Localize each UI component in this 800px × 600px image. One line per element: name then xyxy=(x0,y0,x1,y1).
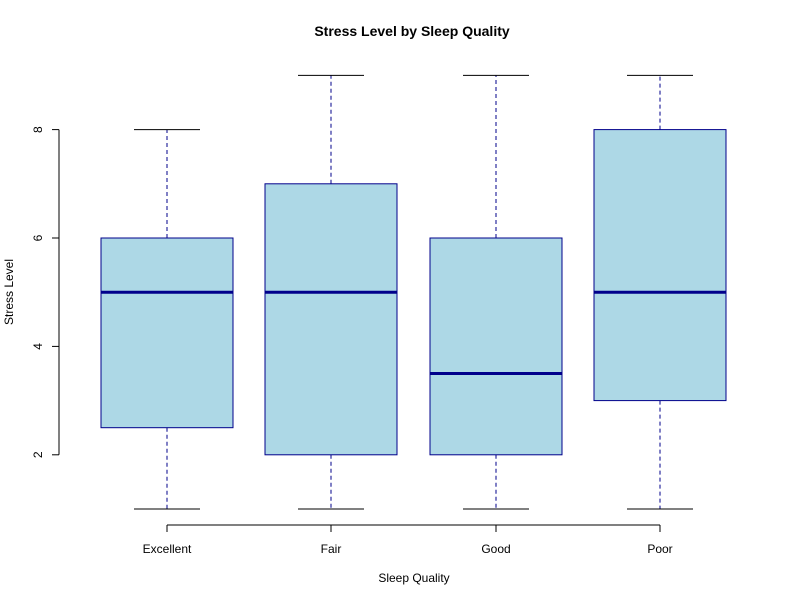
box-iqr xyxy=(100,237,234,429)
box-iqr xyxy=(264,183,398,456)
x-axis: Excellent Fair Good Poor xyxy=(143,524,673,556)
x-tick-label: Excellent xyxy=(143,542,192,556)
boxes-group xyxy=(100,74,727,510)
x-tick-label: Good xyxy=(481,542,510,556)
x-tick-label: Fair xyxy=(321,542,342,556)
box-iqr xyxy=(593,129,727,402)
x-axis-label: Sleep Quality xyxy=(378,571,449,585)
y-axis-label: Stress Level xyxy=(2,259,16,325)
box-excellent xyxy=(100,129,234,510)
y-tick-label: 4 xyxy=(31,343,45,350)
y-tick-label: 2 xyxy=(31,451,45,458)
x-tick-label: Poor xyxy=(647,542,672,556)
chart-title: Stress Level by Sleep Quality xyxy=(314,23,510,39)
y-tick-label: 8 xyxy=(31,126,45,133)
box-good xyxy=(429,74,563,510)
box-poor xyxy=(593,74,727,510)
box-fair xyxy=(264,74,398,510)
y-tick-label: 6 xyxy=(31,234,45,241)
y-axis: 2 4 6 8 xyxy=(31,126,60,458)
box-iqr xyxy=(429,237,563,456)
